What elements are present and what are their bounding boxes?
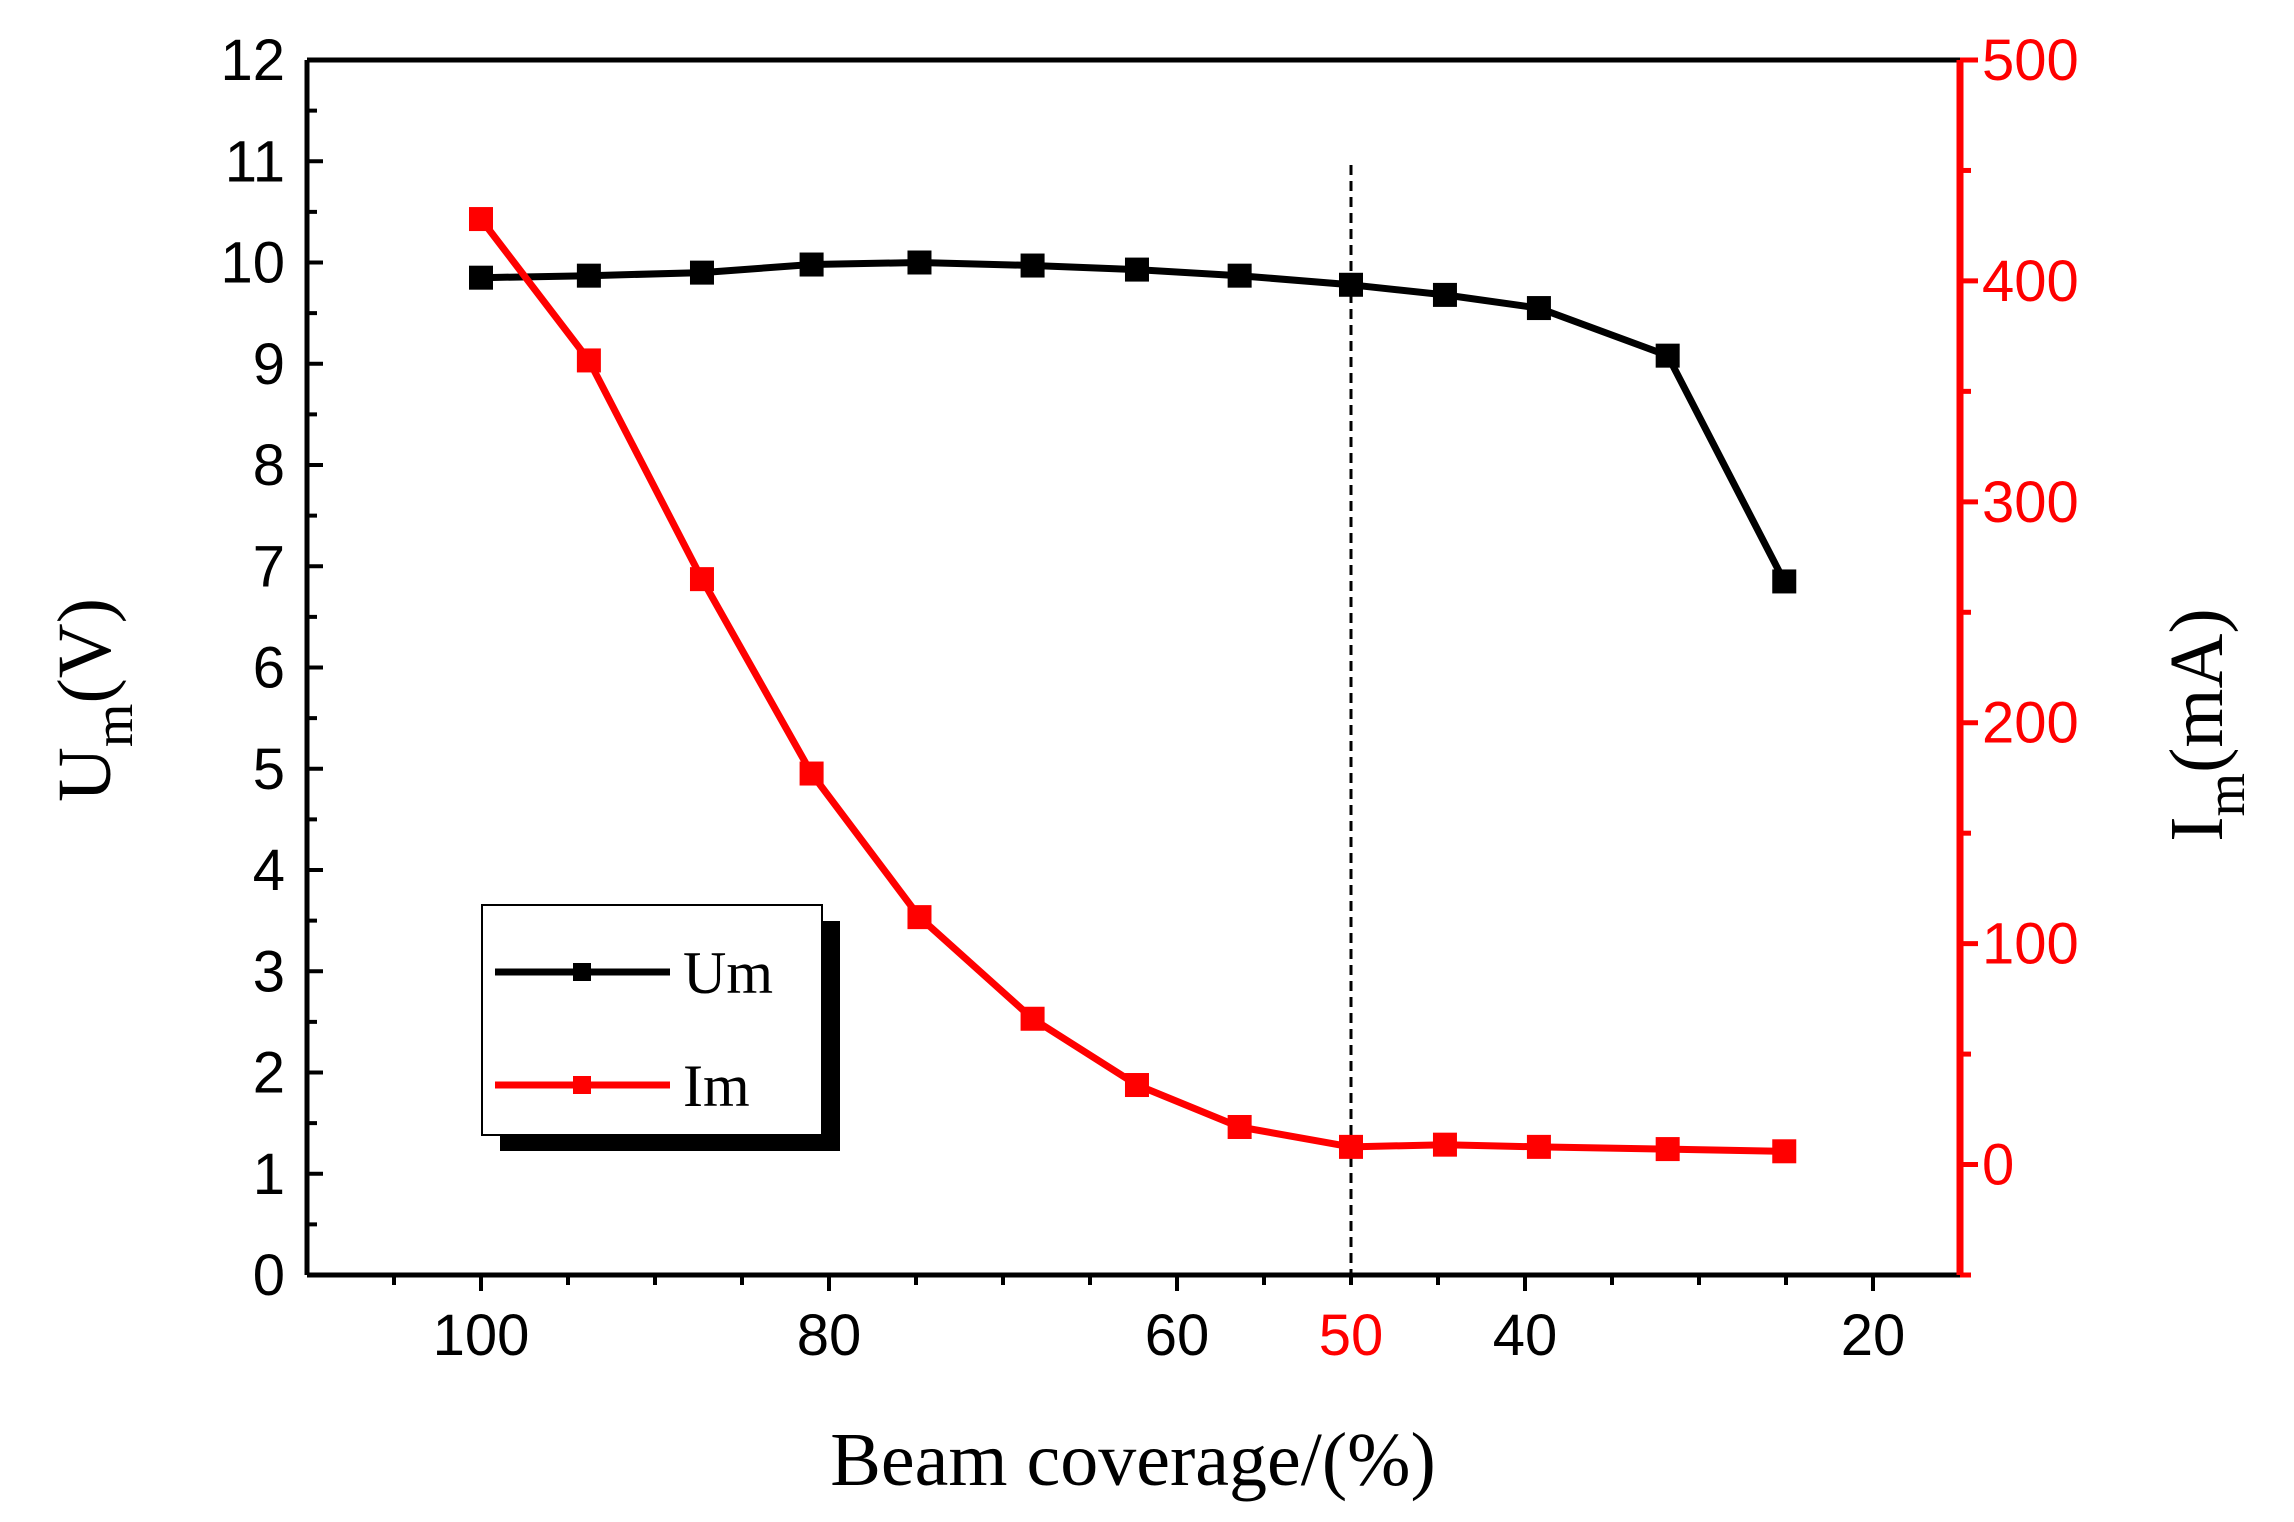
legend-box: [481, 904, 823, 1136]
x-tick-label: 40: [1493, 1303, 1558, 1368]
data-point-um: [907, 250, 932, 275]
data-point-um: [1124, 257, 1149, 282]
data-point-im: [1772, 1139, 1797, 1164]
right-y-tick-label: 300: [1982, 470, 2079, 535]
data-point-im: [1655, 1137, 1680, 1162]
left-y-tick-label: 7: [253, 534, 285, 599]
x-ticks: 100 80 60 40 20: [392, 1275, 1906, 1368]
right-y-tick-label: 0: [1982, 1133, 2014, 1198]
data-point-im: [1020, 1006, 1045, 1031]
data-point-um: [1655, 343, 1680, 368]
svg-text:Um(V): Um(V): [43, 598, 145, 802]
left-y-axis-title-sub: m: [83, 704, 145, 748]
x-tick-label: 60: [1145, 1303, 1210, 1368]
left-y-tick-label: 2: [253, 1041, 285, 1106]
data-point-um: [1339, 272, 1363, 297]
right-y-tick-label: 400: [1982, 249, 2079, 314]
x-tick-label: 80: [797, 1303, 862, 1368]
x-axis-title: Beam coverage/(%): [830, 1418, 1436, 1502]
data-point-im: [799, 761, 824, 786]
x-tick-label-highlight: 50: [1319, 1303, 1384, 1368]
right-y-axis-title-main: I: [2155, 816, 2239, 841]
right-y-tick-label: 100: [1982, 912, 2079, 977]
left-y-axis-title-unit: (V): [43, 598, 127, 704]
data-point-im: [469, 207, 493, 232]
right-y-ticks: 0 100 200 300 400 500: [1960, 28, 2079, 1278]
left-y-tick-label: 12: [220, 28, 285, 93]
data-point-im: [1339, 1134, 1363, 1159]
legend-marker-im: [573, 1076, 591, 1094]
left-y-tick-label: 3: [253, 939, 285, 1004]
right-y-axis-title-sub: m: [2195, 773, 2257, 817]
left-y-axis-title-main: U: [43, 747, 127, 802]
left-y-tick-label: 11: [225, 129, 285, 194]
data-point-im: [1124, 1073, 1149, 1098]
right-y-axis-title-unit: (mA): [2155, 608, 2239, 773]
legend-marker-um: [573, 963, 591, 981]
left-y-tick-label: 10: [220, 231, 285, 296]
data-point-um: [469, 265, 493, 290]
x-tick-label: 20: [1841, 1303, 1906, 1368]
left-y-tick-label: 5: [253, 737, 285, 802]
svg-text:Im(mA): Im(mA): [2155, 608, 2257, 842]
left-y-tick-label: 1: [253, 1142, 285, 1207]
left-y-tick-label: 9: [253, 332, 285, 397]
data-point-im: [907, 905, 932, 930]
left-y-tick-label: 6: [253, 636, 285, 701]
data-point-um: [1432, 282, 1457, 307]
right-y-axis-title: Im(mA): [2155, 608, 2257, 842]
right-y-tick-label: 500: [1982, 28, 2079, 93]
data-point-um: [799, 252, 824, 277]
left-y-axis-title: Um(V): [43, 598, 145, 802]
left-y-tick-label: 0: [253, 1243, 285, 1308]
left-y-tick-label: 4: [253, 838, 285, 903]
data-point-um: [1526, 296, 1551, 321]
data-point-um: [1227, 263, 1252, 288]
data-point-im: [1526, 1134, 1551, 1159]
legend-label-im: Im: [683, 1053, 750, 1119]
legend: Um Im: [481, 904, 840, 1151]
left-y-tick-label: 8: [253, 433, 285, 498]
right-y-tick-label: 200: [1982, 691, 2079, 756]
data-point-im: [689, 567, 714, 592]
data-point-im: [1432, 1132, 1457, 1157]
x-tick-label: 100: [433, 1303, 530, 1368]
data-point-um: [1772, 569, 1797, 594]
legend-label-um: Um: [683, 940, 773, 1006]
data-point-um: [576, 263, 601, 288]
data-point-um: [689, 260, 714, 285]
series-layer: [469, 207, 1797, 1164]
data-point-im: [1227, 1114, 1252, 1139]
data-point-um: [1020, 253, 1045, 278]
data-point-im: [576, 348, 601, 373]
